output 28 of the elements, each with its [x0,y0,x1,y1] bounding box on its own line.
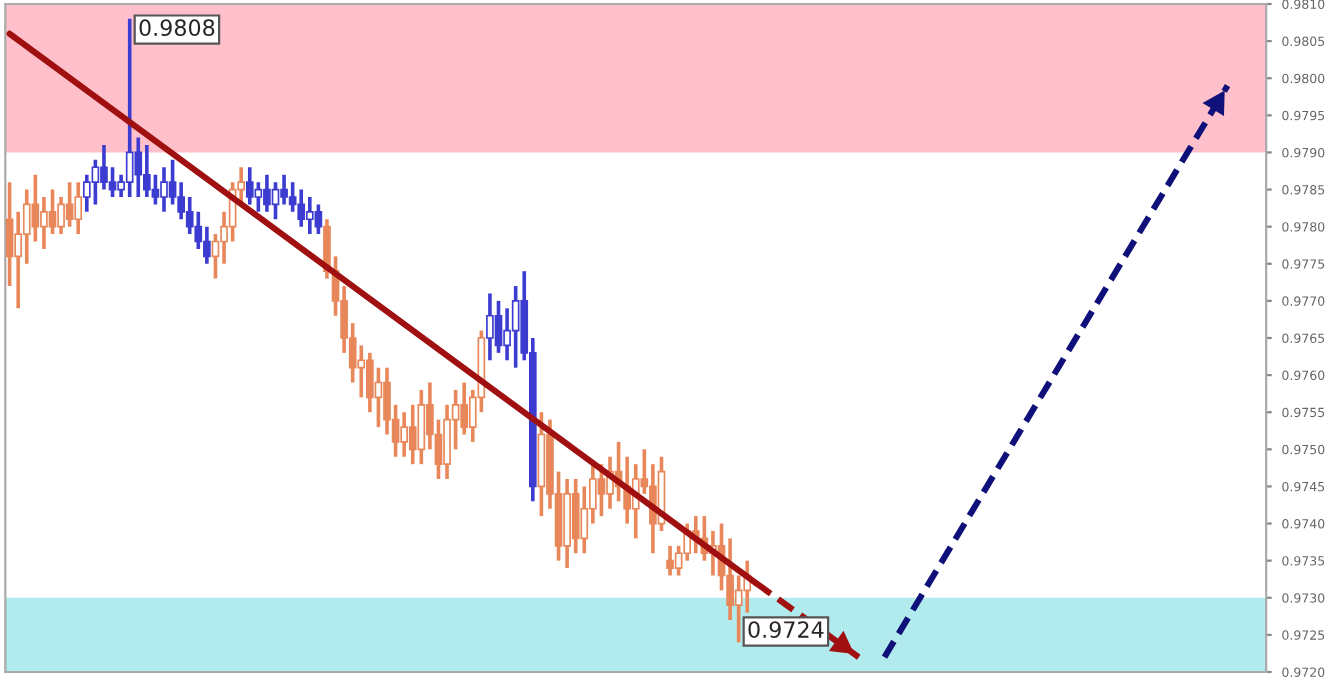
annotation: 0.9808 [139,19,215,37]
candlestick [314,202,323,236]
candlestick [74,180,83,236]
candlestick [494,299,503,355]
candlestick [511,284,520,370]
candlestick [571,477,580,556]
candlestick [91,158,100,207]
candlestick [48,187,57,236]
candlestick [263,172,271,214]
candlestick [40,195,48,251]
candlestick [597,462,606,518]
candlestick [31,172,40,244]
candlestick [65,180,74,229]
candlestick [408,402,417,466]
candlestick [417,388,426,466]
candlestick [666,544,674,578]
candlestick [134,135,143,199]
candlestick [160,165,168,214]
candlestick [100,143,108,192]
annotation: 0.9724 [748,621,824,639]
candlestick [357,343,366,400]
candlestick [271,180,280,222]
candlestick [305,195,314,236]
candlestick [280,172,288,207]
candlestick [254,180,263,214]
candlestick [297,187,306,229]
candlestick [245,165,254,207]
candlestick [374,365,383,429]
